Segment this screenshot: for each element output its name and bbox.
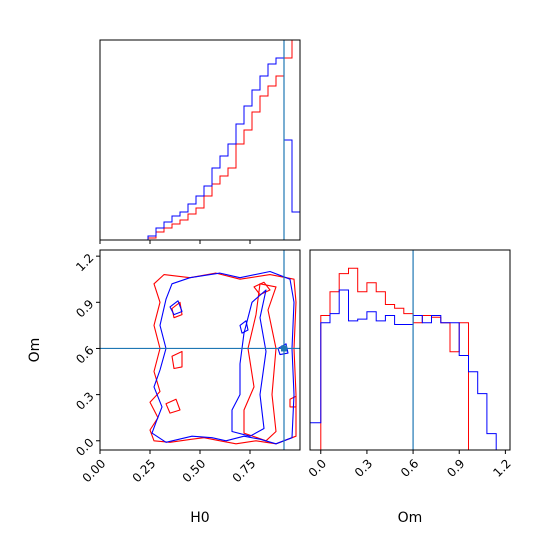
contour-H0-Om-xtick-label: 0.00 [80, 456, 109, 485]
hist-Om-panel: 0.0 0.3 0.6 0.9 1.2 Om [306, 250, 514, 526]
contour-H0-Om-blue-contour [277, 343, 289, 356]
contour-H0-Om-ytick-label: 1.2 [73, 251, 96, 274]
contour-H0-Om-red-contour [171, 350, 183, 370]
hist-H0-frame [99, 39, 301, 241]
contour-H0-Om-blue-contour [239, 320, 249, 334]
contour-H0-Om-red-contour [253, 281, 271, 296]
contour-H0-Om-red-contour [171, 301, 183, 319]
hist-H0-blue-histogram [100, 57, 300, 240]
contour-H0-Om-xlabel: H0 [190, 510, 209, 526]
contour-H0-Om-red-contour [149, 272, 297, 445]
hist-Om-xtick-label: 0.6 [398, 456, 421, 479]
hist-Om-xlabel: Om [398, 510, 423, 526]
contour-H0-Om-frame [99, 249, 301, 451]
contour-H0-Om-red-contour [165, 398, 181, 414]
contour-H0-Om-panel: 0.00 0.25 0.50 0.75 0.0 0.3 0.6 0.9 1.2 H0 Om [27, 250, 300, 526]
contour-H0-Om-truth-marker [281, 345, 287, 352]
contour-H0-Om-ytick-label: 0.3 [73, 389, 96, 412]
contour-H0-Om-plot-area [149, 270, 297, 445]
hist-H0-panel [99, 40, 300, 244]
hist-Om-xtick-label: 0.9 [444, 456, 467, 479]
contour-H0-Om-blue-contour [169, 300, 183, 316]
contour-H0-Om-red-contour [243, 283, 277, 442]
hist-H0-plot-area [100, 40, 300, 240]
contour-H0-Om-ytick-label: 0.9 [73, 297, 96, 320]
hist-Om-plot-area [310, 267, 506, 450]
hist-H0-red-histogram [100, 40, 300, 240]
contour-H0-Om-ytick-label: 0.0 [73, 435, 96, 458]
contour-H0-Om-ytick-label: 0.6 [73, 343, 96, 366]
hist-Om-blue-histogram [310, 289, 506, 450]
contour-H0-Om-xtick-label: 0.75 [230, 456, 259, 485]
hist-Om-xtick-label: 1.2 [490, 456, 513, 479]
contour-H0-Om-xtick-label: 0.25 [130, 456, 159, 485]
hist-Om-xtick-label: 0.0 [306, 456, 329, 479]
contour-H0-Om-xtick-label: 0.50 [180, 456, 209, 485]
contour-H0-Om-blue-contour [151, 270, 295, 445]
contour-H0-Om-ylabel: Om [27, 338, 43, 363]
hist-Om-xtick-label: 0.3 [352, 456, 375, 479]
hist-Om-frame [309, 249, 511, 451]
contour-H0-Om-blue-contour [231, 289, 267, 437]
